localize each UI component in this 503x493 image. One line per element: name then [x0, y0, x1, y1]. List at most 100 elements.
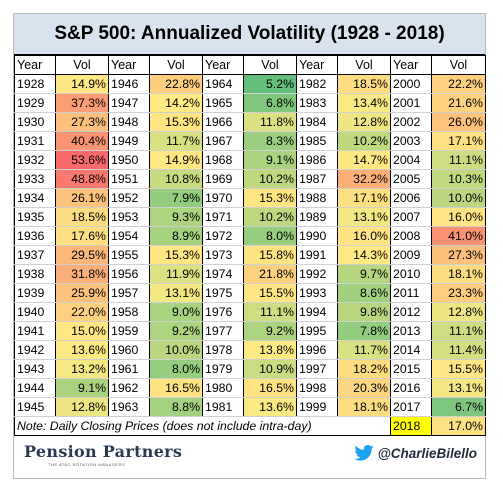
- year-cell: 2007: [390, 207, 432, 227]
- year-cell: 1953: [108, 207, 150, 227]
- year-cell: 1950: [108, 150, 150, 170]
- year-cell: 2002: [390, 112, 432, 132]
- vol-cell: 9.1%: [55, 378, 109, 398]
- vol-cell: 8.3%: [243, 131, 297, 151]
- vol-cell: 9.2%: [149, 321, 203, 341]
- vol-cell: 9.2%: [243, 321, 297, 341]
- year-cell: 1973: [202, 245, 244, 265]
- vol-cell: 10.9%: [243, 359, 297, 379]
- year-cell: 1989: [296, 207, 338, 227]
- vol-cell: 5.2%: [243, 74, 297, 94]
- year-cell: 1990: [296, 226, 338, 246]
- vol-cell: 7.9%: [149, 188, 203, 208]
- vol-cell: 26.1%: [55, 188, 109, 208]
- twitter-credit: @CharlieBilello: [353, 445, 477, 461]
- vol-cell: 8.6%: [337, 283, 391, 303]
- year-cell: 1977: [202, 321, 244, 341]
- vol-cell: 8.9%: [149, 226, 203, 246]
- vol-cell: 14.7%: [337, 150, 391, 170]
- year-cell: 1942: [14, 340, 56, 360]
- pension-partners-logo: Pension Partners: [24, 442, 183, 461]
- vol-cell: 14.2%: [149, 93, 203, 113]
- year-cell: 1940: [14, 302, 56, 322]
- year-cell: 1986: [296, 150, 338, 170]
- year-cell: 1971: [202, 207, 244, 227]
- year-cell: 1995: [296, 321, 338, 341]
- year-cell: 1972: [202, 226, 244, 246]
- year-cell: 1931: [14, 131, 56, 151]
- year-cell: 1999: [296, 397, 338, 417]
- year-cell: 1969: [202, 169, 244, 189]
- twitter-handle: @CharlieBilello: [377, 445, 477, 461]
- year-cell: 2009: [390, 245, 432, 265]
- vol-cell: 37.3%: [55, 93, 109, 113]
- year-cell: 1987: [296, 169, 338, 189]
- vol-cell: 41.0%: [431, 226, 486, 246]
- year-cell: 1998: [296, 378, 338, 398]
- year-cell: 1979: [202, 359, 244, 379]
- vol-cell: 11.8%: [243, 112, 297, 132]
- table-row: 1942 13.6% 1960 10.0% 1978 13.8% 1996 11.7% 2014…: [14, 340, 486, 360]
- vol-cell: 18.5%: [55, 207, 109, 227]
- header-year: Year: [390, 55, 432, 75]
- year-cell: 1961: [108, 359, 150, 379]
- year-cell: 1980: [202, 378, 244, 398]
- vol-cell: 16.5%: [149, 378, 203, 398]
- vol-cell: 20.3%: [337, 378, 391, 398]
- vol-cell: 11.1%: [431, 150, 486, 170]
- vol-cell: 26.0%: [431, 112, 486, 132]
- vol-cell: 27.3%: [431, 245, 486, 265]
- vol-cell: 22.0%: [55, 302, 109, 322]
- vol-cell: 11.1%: [243, 302, 297, 322]
- table-row: 1929 37.3% 1947 14.2% 1965 6.8% 1983 13.4% 2001 2…: [14, 93, 486, 113]
- vol-cell: 10.8%: [149, 169, 203, 189]
- year-cell: 1984: [296, 112, 338, 132]
- header-vol: Vol: [431, 55, 486, 75]
- year-cell: 1932: [14, 150, 56, 170]
- year-cell: 2003: [390, 131, 432, 151]
- vol-cell: 15.8%: [243, 245, 297, 265]
- year-cell: 1991: [296, 245, 338, 265]
- vol-cell: 15.3%: [243, 188, 297, 208]
- year-cell: 1930: [14, 112, 56, 132]
- table-row: 1938 31.8% 1956 11.9% 1974 21.8% 1992 9.7% 2010 1…: [14, 264, 486, 284]
- vol-cell: 18.5%: [337, 74, 391, 94]
- volatility-table: Year Vol Year Vol Year Vol Year Vol Year Vol 1928…: [14, 55, 486, 436]
- vol-cell: 6.8%: [243, 93, 297, 113]
- vol-cell: 29.5%: [55, 245, 109, 265]
- year-cell: 1981: [202, 397, 244, 417]
- vol-cell: 16.0%: [431, 207, 486, 227]
- vol-cell: 31.8%: [55, 264, 109, 284]
- year-cell-2018: 2018: [390, 416, 432, 436]
- vol-cell: 9.8%: [337, 302, 391, 322]
- vol-cell: 13.4%: [337, 93, 391, 113]
- vol-cell: 6.7%: [431, 397, 486, 417]
- year-cell: 1978: [202, 340, 244, 360]
- vol-cell: 17.1%: [431, 131, 486, 151]
- year-cell: 2017: [390, 397, 432, 417]
- vol-cell: 15.5%: [431, 359, 486, 379]
- vol-cell: 9.3%: [149, 207, 203, 227]
- year-cell: 1955: [108, 245, 150, 265]
- vol-cell: 9.7%: [337, 264, 391, 284]
- table-row: 1931 40.4% 1949 11.7% 1967 8.3% 1985 10.2% 2003 1…: [14, 131, 486, 151]
- year-cell: 1943: [14, 359, 56, 379]
- table-row: 1937 29.5% 1955 15.3% 1973 15.8% 1991 14.3% 2009…: [14, 245, 486, 265]
- year-cell: 1928: [14, 74, 56, 94]
- year-cell: 2011: [390, 283, 432, 303]
- vol-cell: 48.8%: [55, 169, 109, 189]
- year-cell: 1957: [108, 283, 150, 303]
- year-cell: 2008: [390, 226, 432, 246]
- vol-cell: 22.8%: [149, 74, 203, 94]
- vol-cell: 13.1%: [431, 378, 486, 398]
- year-cell: 1964: [202, 74, 244, 94]
- year-cell: 1967: [202, 131, 244, 151]
- year-cell: 2016: [390, 378, 432, 398]
- vol-cell: 11.1%: [431, 321, 486, 341]
- vol-cell: 23.3%: [431, 283, 486, 303]
- year-cell: 1959: [108, 321, 150, 341]
- table-row: 1943 13.2% 1961 8.0% 1979 10.9% 1997 18.2% 2015 1…: [14, 359, 486, 379]
- year-cell: 1937: [14, 245, 56, 265]
- table-row: 1940 22.0% 1958 9.0% 1976 11.1% 1994 9.8% 2012 12…: [14, 302, 486, 322]
- table-row: 1932 53.6% 1950 14.9% 1968 9.1% 1986 14.7% 2004 1…: [14, 150, 486, 170]
